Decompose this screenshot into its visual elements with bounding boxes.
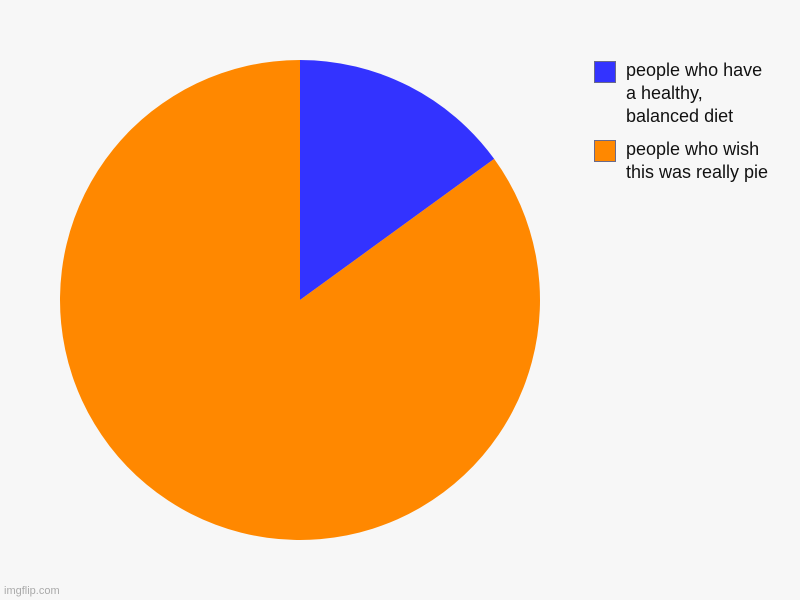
legend: people who have a healthy, balanced diet… bbox=[594, 59, 800, 194]
watermark: imgflip.com bbox=[4, 585, 60, 597]
legend-label-healthy-diet: people who have a healthy, balanced diet bbox=[626, 60, 763, 126]
legend-item-healthy-diet: people who have a healthy, balanced diet bbox=[594, 59, 800, 128]
legend-swatch-wish-pie bbox=[594, 140, 616, 162]
legend-label-wish-pie: people who wish this was really pie bbox=[626, 139, 769, 182]
pie-slice-healthy-diet bbox=[300, 60, 495, 300]
legend-item-wish-pie: people who wish this was really pie bbox=[594, 138, 800, 184]
legend-swatch-healthy-diet bbox=[594, 61, 616, 83]
pie-slice-wish-pie bbox=[60, 60, 541, 541]
